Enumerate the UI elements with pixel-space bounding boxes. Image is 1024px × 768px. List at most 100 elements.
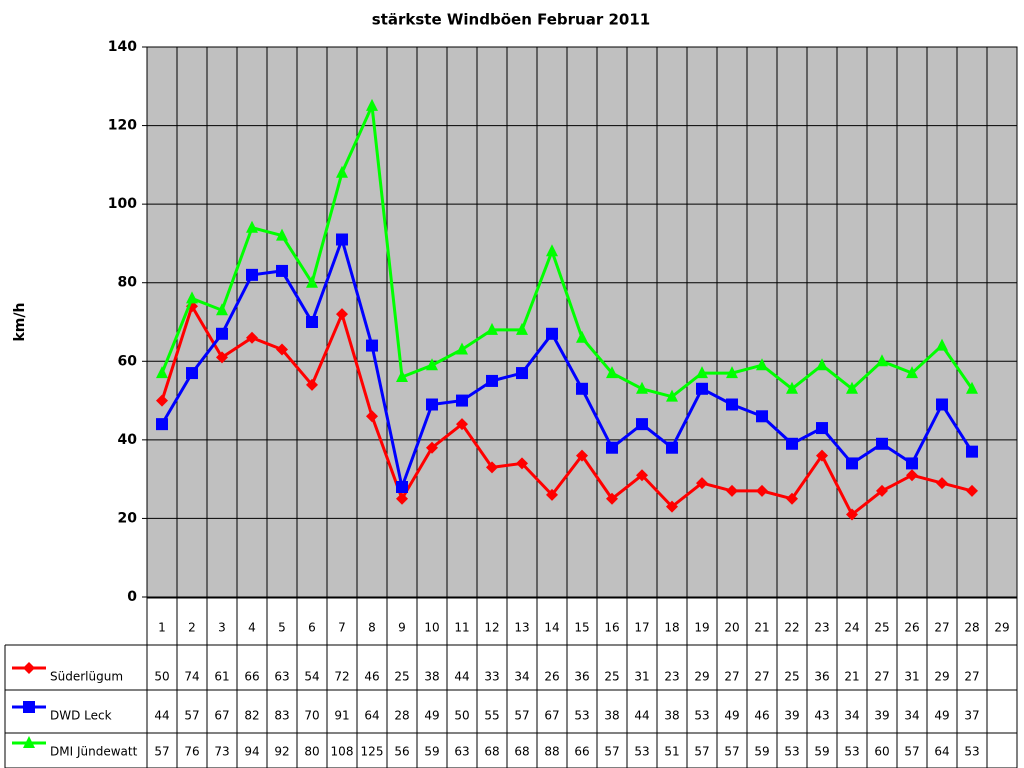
table-value: 29 <box>934 670 949 684</box>
marker <box>786 492 798 505</box>
y-tick-label: 0 <box>127 589 137 605</box>
table-value: 28 <box>394 709 409 723</box>
marker <box>216 327 228 340</box>
marker <box>516 367 528 380</box>
table-value: 25 <box>394 670 409 684</box>
x-tick-label: 11 <box>454 621 469 635</box>
marker <box>486 322 498 335</box>
marker <box>786 381 798 394</box>
table-value: 31 <box>634 670 649 684</box>
table-value: 108 <box>331 745 354 759</box>
table-value: 51 <box>664 745 679 759</box>
marker <box>816 358 828 371</box>
marker <box>276 228 288 241</box>
legend-label: DWD Leck <box>50 709 112 723</box>
x-tick-label: 18 <box>664 621 679 635</box>
x-tick-label: 4 <box>248 621 256 635</box>
table-value: 46 <box>364 670 379 684</box>
x-tick-label: 24 <box>844 621 859 635</box>
table-value: 60 <box>874 745 889 759</box>
marker <box>816 449 828 462</box>
table-value: 49 <box>424 709 439 723</box>
table-value: 92 <box>274 745 289 759</box>
x-tick-label: 1 <box>158 621 166 635</box>
table-value: 55 <box>484 709 499 723</box>
x-tick-label: 13 <box>514 621 529 635</box>
table-value: 50 <box>454 709 469 723</box>
marker <box>666 389 678 402</box>
marker <box>546 244 558 257</box>
x-tick-label: 17 <box>634 621 649 635</box>
marker <box>426 441 438 454</box>
marker <box>846 508 858 521</box>
marker <box>966 381 978 394</box>
marker <box>966 484 978 497</box>
marker <box>246 268 258 281</box>
table-value: 34 <box>514 670 529 684</box>
marker <box>726 484 738 497</box>
marker <box>936 338 948 351</box>
table-value: 125 <box>361 745 384 759</box>
table-value: 53 <box>694 709 709 723</box>
table-value: 74 <box>184 670 199 684</box>
x-tick-label: 27 <box>934 621 949 635</box>
marker <box>936 398 948 411</box>
marker <box>906 366 918 379</box>
marker <box>936 477 948 490</box>
table-value: 53 <box>964 745 979 759</box>
marker <box>876 437 888 450</box>
table-value: 53 <box>574 709 589 723</box>
table-value: 73 <box>214 745 229 759</box>
table-value: 80 <box>304 745 319 759</box>
x-tick-label: 5 <box>278 621 286 635</box>
y-tick-label: 120 <box>108 118 137 134</box>
marker <box>336 308 348 321</box>
marker <box>606 441 618 454</box>
table-value: 27 <box>874 670 889 684</box>
marker <box>576 449 588 462</box>
table-value: 34 <box>904 709 919 723</box>
y-tick-label: 140 <box>108 39 137 55</box>
marker <box>396 481 408 493</box>
x-tick-label: 9 <box>398 621 406 635</box>
table-value: 57 <box>514 709 529 723</box>
table-value: 38 <box>604 709 619 723</box>
x-tick-label: 21 <box>754 621 769 635</box>
marker <box>456 418 468 431</box>
x-tick-label: 8 <box>368 621 376 635</box>
marker <box>396 492 408 505</box>
table-value: 50 <box>154 670 169 684</box>
marker <box>636 381 648 394</box>
x-tick-label: 23 <box>814 621 829 635</box>
table-value: 63 <box>454 745 469 759</box>
marker <box>756 358 768 371</box>
table-value: 25 <box>784 670 799 684</box>
marker <box>426 398 438 411</box>
table-value: 44 <box>454 670 469 684</box>
marker <box>666 500 678 513</box>
table-value: 64 <box>364 709 379 723</box>
marker <box>906 469 918 482</box>
marker <box>156 366 168 379</box>
x-tick-label: 6 <box>308 621 316 635</box>
marker <box>576 330 588 343</box>
x-tick-label: 16 <box>604 621 619 635</box>
y-tick-label: 60 <box>118 353 138 369</box>
x-tick-label: 15 <box>574 621 589 635</box>
table-value: 67 <box>544 709 559 723</box>
marker <box>246 331 258 344</box>
marker <box>486 461 498 474</box>
x-tick-label: 12 <box>484 621 499 635</box>
table-value: 57 <box>694 745 709 759</box>
table-value: 43 <box>814 709 829 723</box>
table-value: 59 <box>424 745 439 759</box>
marker <box>846 381 858 394</box>
table-value: 37 <box>964 709 979 723</box>
table-value: 57 <box>184 709 199 723</box>
marker <box>696 366 708 379</box>
marker <box>726 366 738 379</box>
x-tick-label: 22 <box>784 621 799 635</box>
table-value: 56 <box>394 745 409 759</box>
table-value: 25 <box>604 670 619 684</box>
